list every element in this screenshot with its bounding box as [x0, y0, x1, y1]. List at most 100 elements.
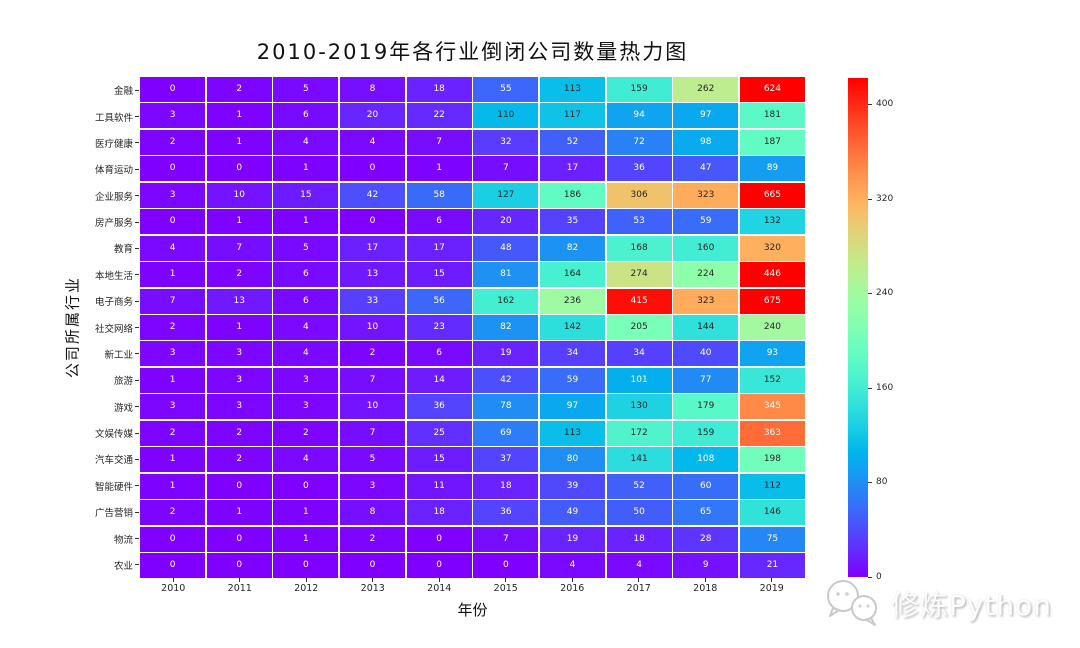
heatmap-cell: 2	[140, 315, 206, 340]
heatmap-cell: 7	[339, 420, 406, 446]
y-tick-label: 工具软件	[94, 112, 133, 124]
heatmap-cell: 4	[606, 553, 672, 578]
heatmap-cell: 1	[206, 209, 272, 235]
colorbar-tick-mark	[868, 577, 872, 578]
heatmap-cell: 82	[473, 315, 539, 340]
heatmap-grid: 0 2 5 8 18 55 113 159 262 624 3 1 6 20 22 110 117 94 97 181…	[140, 77, 805, 578]
heatmap-cell: 1	[140, 262, 206, 288]
heatmap-cell: 8	[339, 77, 406, 102]
heatmap-cell: 48	[473, 235, 539, 261]
heatmap-cell: 9	[673, 553, 739, 578]
heatmap-cell: 117	[539, 103, 606, 129]
heatmap-cell: 47	[673, 156, 739, 182]
heatmap-cell: 2	[339, 526, 406, 552]
heatmap-cell: 3	[140, 341, 206, 367]
y-tick-mark	[135, 314, 139, 340]
heatmap-cell: 240	[739, 315, 805, 340]
heatmap-cell: 21	[739, 553, 805, 578]
y-tick-mark	[135, 130, 139, 156]
heatmap-cell: 13	[206, 288, 272, 314]
y-tick-mark	[135, 262, 139, 288]
heatmap-cell: 262	[673, 77, 739, 102]
heatmap-cell: 36	[473, 500, 539, 526]
y-tick-label: 房产服务	[94, 218, 133, 230]
heatmap-cell: 0	[140, 553, 206, 578]
heatmap-cell: 306	[606, 182, 672, 208]
heatmap-cell: 3	[140, 103, 206, 129]
y-tick-mark	[135, 525, 139, 551]
heatmap-cell: 69	[473, 420, 539, 446]
x-tick-label: 2019	[759, 583, 784, 594]
heatmap-cell: 624	[739, 77, 805, 102]
colorbar-tick-mark	[868, 482, 872, 484]
heatmap-cell: 141	[606, 447, 672, 473]
heatmap-cell: 59	[673, 209, 739, 235]
y-tick-label: 医疗健康	[94, 138, 133, 150]
heatmap-cell: 159	[606, 77, 672, 102]
heatmap-cell: 60	[673, 473, 739, 499]
heatmap-cell: 0	[206, 553, 272, 578]
heatmap-cell: 144	[673, 315, 739, 340]
heatmap-cell: 236	[539, 288, 606, 314]
heatmap-cell: 4	[539, 553, 606, 578]
heatmap-cell: 1	[140, 367, 206, 393]
heatmap-cell: 0	[406, 553, 472, 578]
y-tick-label: 新工业	[104, 349, 133, 361]
heatmap-cell: 36	[406, 394, 472, 420]
watermark: 修炼Python	[821, 578, 1052, 630]
heatmap-cell: 152	[739, 367, 805, 393]
heatmap-cell: 42	[473, 367, 539, 393]
heatmap-cell: 363	[739, 420, 805, 446]
colorbar-tick-label: 80	[876, 477, 888, 488]
x-tick-label: 2011	[227, 583, 252, 594]
y-tick-label: 汽车交通	[94, 455, 133, 467]
heatmap-cell: 164	[539, 262, 606, 288]
x-axis-ticks	[140, 578, 805, 582]
heatmap-cell: 7	[473, 526, 539, 552]
x-tick-mark	[340, 578, 407, 582]
colorbar-tick-label: 400	[876, 99, 894, 109]
heatmap-cell: 15	[406, 447, 472, 473]
wechat-chat-bubbles-icon	[821, 577, 883, 631]
heatmap-cell: 34	[606, 341, 672, 367]
heatmap-cell: 93	[739, 341, 805, 367]
heatmap-cell: 1	[273, 209, 339, 235]
heatmap-cell: 142	[539, 315, 606, 340]
y-tick-mark	[135, 499, 139, 525]
heatmap-cell: 10	[339, 315, 406, 340]
heatmap-cell: 18	[406, 500, 472, 526]
x-tick-label: 2018	[693, 583, 718, 594]
colorbar-tick-label: 240	[876, 288, 894, 299]
y-tick-label: 旅游	[113, 376, 133, 388]
x-axis-tick-labels: 2010 2011 2012 2013 2014 2015 2016 2017 2018 2019	[140, 583, 805, 594]
heatmap-cell: 675	[739, 288, 805, 314]
y-tick-mark	[135, 235, 139, 261]
heatmap-cell: 20	[339, 103, 406, 129]
heatmap-cell: 17	[539, 156, 606, 182]
heatmap-cell: 0	[339, 156, 406, 182]
y-tick-mark	[135, 473, 139, 499]
heatmap-cell: 3	[339, 473, 406, 499]
heatmap-cell: 181	[739, 103, 805, 129]
heatmap-cell: 1	[273, 500, 339, 526]
heatmap-cell: 112	[739, 473, 805, 499]
heatmap-cell: 4	[339, 129, 406, 155]
heatmap-cell: 1	[206, 500, 272, 526]
x-tick-label: 2013	[360, 583, 385, 594]
heatmap-cell: 2	[206, 447, 272, 473]
heatmap-cell: 22	[406, 103, 472, 129]
heatmap-cell: 3	[140, 394, 206, 420]
heatmap-cell: 56	[406, 288, 472, 314]
x-tick-mark	[672, 578, 739, 582]
heatmap-cell: 160	[673, 235, 739, 261]
heatmap-cell: 40	[673, 341, 739, 367]
x-tick-label: 2015	[493, 583, 518, 594]
chart-title: 2010-2019年各行业倒闭公司数量热力图	[256, 40, 689, 64]
heatmap-cell: 17	[406, 235, 472, 261]
heatmap-cell: 127	[473, 182, 539, 208]
heatmap-cell: 75	[739, 526, 805, 552]
heatmap-cell: 2	[140, 420, 206, 446]
heatmap-cell: 23	[406, 315, 472, 340]
heatmap-cell: 224	[673, 262, 739, 288]
heatmap-cell: 320	[739, 235, 805, 261]
